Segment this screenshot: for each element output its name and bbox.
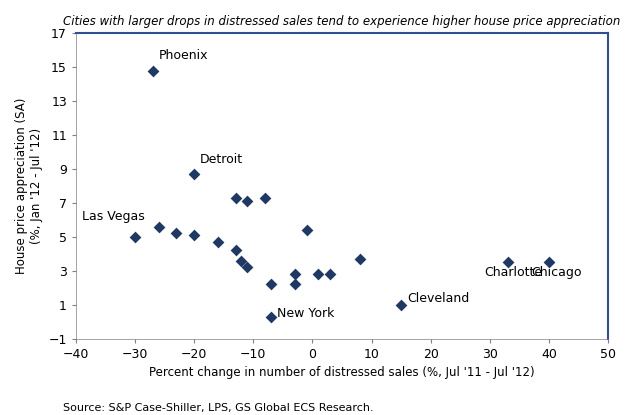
Y-axis label: House price appreciation (SA)
(%, Jan '12 - Jul '12): House price appreciation (SA) (%, Jan '1… xyxy=(15,98,43,274)
Point xyxy=(290,271,300,278)
Point xyxy=(148,67,158,74)
Text: Source: S&P Case-Shiller, LPS, GS Global ECS Research.: Source: S&P Case-Shiller, LPS, GS Global… xyxy=(63,403,374,413)
Point xyxy=(325,271,335,278)
Point xyxy=(266,281,276,288)
Text: Las Vegas: Las Vegas xyxy=(82,210,144,223)
Point xyxy=(260,195,270,201)
Point xyxy=(502,259,512,266)
Point xyxy=(230,247,240,254)
Point xyxy=(130,234,140,240)
Text: Chicago: Chicago xyxy=(531,266,582,279)
Point xyxy=(544,259,554,266)
Point xyxy=(396,301,406,308)
Point xyxy=(242,264,252,271)
Text: New York: New York xyxy=(277,307,334,320)
Point xyxy=(290,281,300,288)
Point xyxy=(189,232,199,239)
Point xyxy=(302,227,312,233)
Text: Cleveland: Cleveland xyxy=(407,292,469,305)
Point xyxy=(242,198,252,205)
Text: Charlotte: Charlotte xyxy=(484,266,542,279)
Text: Detroit: Detroit xyxy=(200,153,243,166)
X-axis label: Percent change in number of distressed sales (%, Jul '11 - Jul '12): Percent change in number of distressed s… xyxy=(149,366,535,379)
Text: Phoenix: Phoenix xyxy=(159,49,208,62)
Point xyxy=(355,256,365,262)
Point xyxy=(237,257,247,264)
Point xyxy=(213,239,223,245)
Title: Cities with larger drops in distressed sales tend to experience higher house pri: Cities with larger drops in distressed s… xyxy=(63,15,621,28)
Point xyxy=(266,313,276,320)
Point xyxy=(154,223,164,230)
Point xyxy=(230,195,240,201)
Point xyxy=(172,230,182,237)
Point xyxy=(313,271,323,278)
Point xyxy=(189,171,199,178)
